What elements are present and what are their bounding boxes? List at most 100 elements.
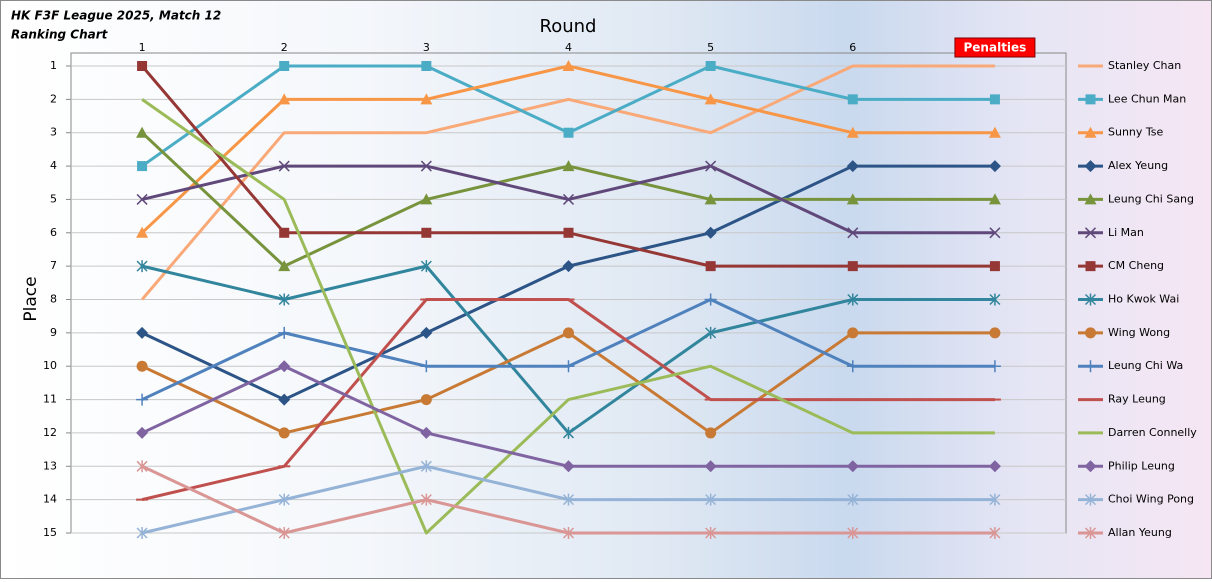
marker [563, 127, 574, 138]
marker [421, 61, 432, 71]
marker [136, 393, 149, 406]
marker [136, 326, 149, 339]
marker [562, 260, 575, 273]
marker [136, 193, 148, 205]
x-tick-label: 5 [707, 41, 714, 54]
marker [705, 160, 717, 172]
marker [136, 460, 148, 473]
marker [420, 93, 433, 105]
marker [705, 493, 717, 506]
marker [847, 493, 859, 506]
marker [278, 93, 291, 105]
marker [989, 227, 1001, 239]
marker [137, 161, 148, 172]
legend-marker [1085, 94, 1096, 105]
marker [278, 326, 291, 339]
marker [279, 61, 290, 71]
marker [136, 260, 148, 273]
marker [846, 360, 859, 373]
legend-marker [1084, 360, 1097, 373]
legend-marker [1085, 261, 1096, 272]
marker [562, 493, 575, 506]
marker [847, 261, 858, 272]
legend-label: Choi Wing Pong [1108, 493, 1194, 506]
y-tick-label: 4 [50, 159, 57, 172]
marker [705, 427, 717, 439]
marker [278, 260, 291, 272]
marker [136, 226, 149, 238]
legend-label: Ho Kwok Wai [1108, 293, 1179, 306]
legend-marker [1085, 327, 1096, 339]
marker [421, 227, 432, 238]
marker [420, 326, 433, 339]
legend-label: Sunny Tse [1108, 126, 1164, 139]
marker [847, 293, 859, 306]
marker [278, 393, 291, 406]
legend-label: Li Man [1108, 226, 1144, 239]
penalties-box [954, 37, 1036, 58]
legend-marker [1084, 493, 1097, 506]
legend-marker [1084, 126, 1097, 138]
series-line [141, 298, 995, 401]
marker [989, 493, 1001, 506]
marker [562, 193, 575, 205]
marker [420, 260, 432, 273]
marker [989, 261, 1000, 272]
marker [562, 360, 575, 373]
y-tick-label: 15 [43, 526, 57, 539]
series-line [141, 98, 995, 535]
x-tick-label: 2 [281, 41, 288, 54]
marker [278, 160, 290, 172]
marker [420, 160, 432, 172]
marker [847, 527, 859, 539]
legend-label: Lee Chun Man [1108, 92, 1186, 105]
marker [279, 227, 290, 238]
legend-label: Alex Yeung [1108, 159, 1168, 172]
marker [562, 527, 575, 539]
legend-marker [1084, 460, 1097, 473]
marker [420, 460, 432, 473]
x-tick-label: 1 [139, 41, 146, 54]
x-axis-title: Round [540, 16, 597, 37]
y-tick-label: 1 [50, 59, 57, 72]
marker [562, 426, 575, 439]
marker [846, 193, 859, 205]
legend-label: Stanley Chan [1108, 59, 1181, 72]
legend-label: Leung Chi Sang [1108, 192, 1194, 205]
marker [705, 61, 716, 71]
marker [562, 60, 575, 71]
y-tick-label: 7 [50, 259, 57, 272]
y-tick-label: 10 [43, 359, 57, 372]
legend-marker [1084, 293, 1097, 306]
marker [420, 493, 432, 506]
marker [846, 126, 859, 138]
y-tick-label: 5 [50, 192, 57, 205]
marker [846, 460, 859, 473]
y-tick-label: 8 [50, 293, 57, 306]
legend-marker [1084, 227, 1097, 239]
marker [278, 493, 290, 506]
marker [988, 193, 1001, 205]
legend-label: Allan Yeung [1108, 526, 1172, 539]
marker [847, 327, 859, 339]
marker [988, 360, 1001, 373]
marker [988, 126, 1001, 138]
chart-subtitle: Ranking Chart [11, 28, 109, 42]
marker [136, 126, 149, 138]
marker [562, 160, 575, 172]
legend-label: Ray Leung [1108, 393, 1166, 406]
marker [847, 94, 858, 105]
marker [420, 426, 433, 439]
marker [989, 327, 1001, 339]
marker [563, 227, 574, 238]
series-line [140, 64, 995, 301]
y-tick-label: 6 [50, 226, 57, 239]
y-tick-label: 2 [50, 92, 57, 105]
marker [136, 360, 148, 372]
x-tick-label: 6 [849, 41, 856, 54]
marker [705, 527, 717, 539]
marker [278, 427, 290, 439]
marker [704, 93, 717, 105]
